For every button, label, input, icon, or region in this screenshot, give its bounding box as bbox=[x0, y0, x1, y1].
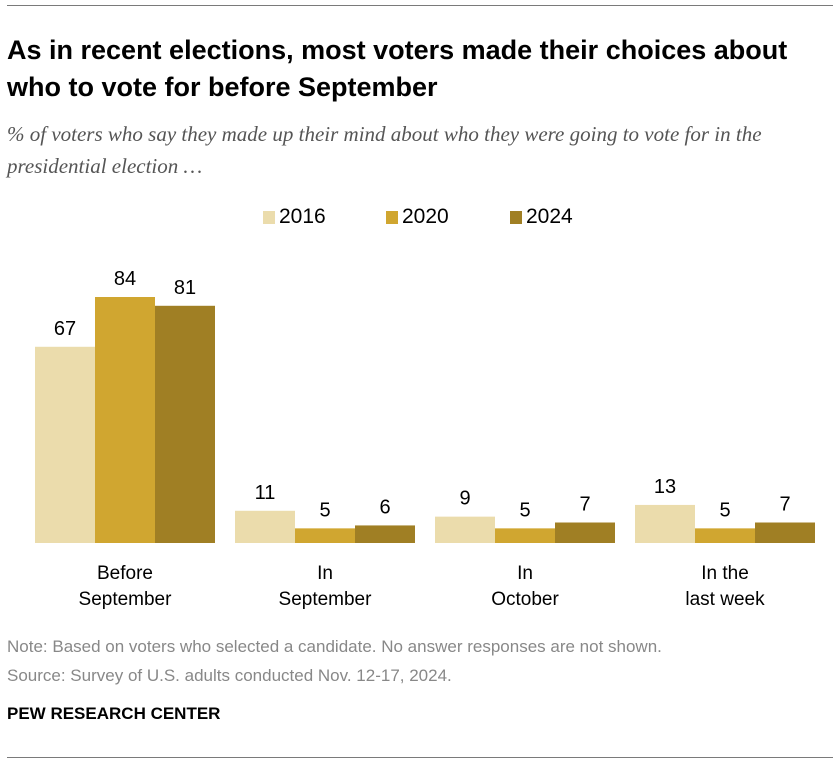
bar-2024 bbox=[755, 522, 815, 543]
bar-2020 bbox=[295, 528, 355, 543]
brand-logo-text: PEW RESEARCH CENTER bbox=[7, 704, 221, 723]
data-label: 13 bbox=[654, 476, 676, 498]
category-label: In October bbox=[491, 563, 559, 610]
data-label: 84 bbox=[114, 268, 136, 290]
data-label: 7 bbox=[579, 494, 590, 516]
bar-2016 bbox=[635, 504, 695, 543]
bar-2024 bbox=[355, 525, 415, 543]
bar-2016 bbox=[35, 346, 95, 543]
chart-subtitle: % of voters who say they made up their m… bbox=[7, 122, 762, 178]
data-label: 9 bbox=[459, 488, 470, 510]
legend-label: 2024 bbox=[526, 205, 573, 228]
legend-label: 2020 bbox=[402, 205, 449, 228]
bottom-rule bbox=[7, 757, 833, 758]
category-label: In September bbox=[278, 563, 372, 610]
bar-2020 bbox=[695, 528, 755, 543]
chart-note: Note: Based on voters who selected a can… bbox=[7, 637, 662, 656]
legend-label: 2016 bbox=[279, 205, 326, 228]
data-label: 5 bbox=[719, 499, 730, 521]
category-label: Before September bbox=[78, 563, 172, 610]
bar-2016 bbox=[235, 510, 295, 543]
legend-item-2016: 2016 bbox=[263, 205, 326, 229]
data-label: 6 bbox=[379, 496, 390, 518]
bar-2024 bbox=[155, 305, 215, 543]
legend-swatch bbox=[510, 210, 522, 224]
data-label: 5 bbox=[519, 499, 530, 521]
legend-item-2024: 2024 bbox=[510, 205, 573, 229]
top-rule bbox=[7, 5, 833, 6]
data-label: 67 bbox=[54, 318, 76, 340]
bar-2016 bbox=[435, 516, 495, 543]
data-label: 81 bbox=[174, 277, 196, 299]
chart-source: Source: Survey of U.S. adults conducted … bbox=[7, 666, 452, 685]
data-label: 5 bbox=[319, 499, 330, 521]
data-label: 11 bbox=[255, 482, 276, 504]
category-label: In the last week bbox=[685, 563, 765, 610]
data-label: 7 bbox=[779, 494, 790, 516]
bar-2020 bbox=[495, 528, 555, 543]
legend-swatch bbox=[386, 210, 398, 224]
legend-item-2020: 2020 bbox=[386, 205, 449, 229]
bar-2020 bbox=[95, 297, 155, 543]
legend-swatch bbox=[263, 210, 275, 224]
bar-2024 bbox=[555, 522, 615, 543]
chart-title: As in recent elections, most voters made… bbox=[7, 35, 788, 102]
